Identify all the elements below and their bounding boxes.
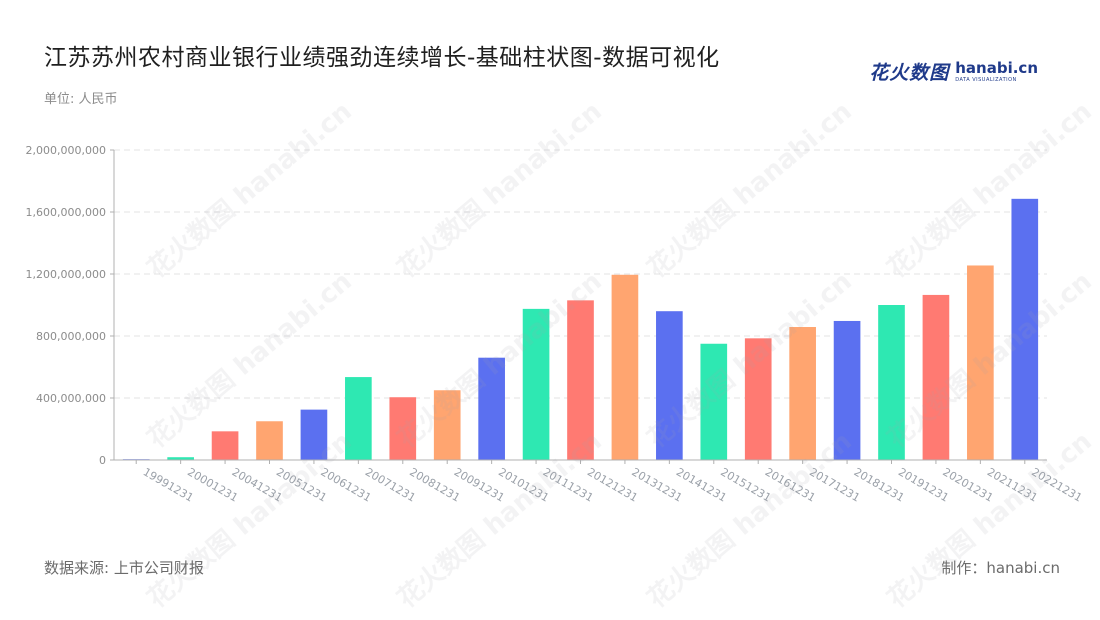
x-tick-label: 20221231 — [1029, 465, 1084, 504]
bar — [878, 305, 905, 460]
bar — [522, 308, 550, 460]
bar — [789, 327, 816, 460]
chart-title: 江苏苏州农村商业银行业绩强劲连续增长-基础柱状图-数据可视化 — [44, 45, 720, 71]
y-tick-label: 1,600,000,000 — [26, 206, 106, 219]
unit-label: 单位: 人民币 — [44, 92, 118, 107]
bar — [967, 265, 994, 460]
y-tick-label: 800,000,000 — [36, 330, 106, 343]
bar — [611, 274, 639, 460]
bar — [167, 457, 194, 460]
bar — [744, 338, 772, 460]
bar — [345, 377, 372, 460]
bar — [656, 311, 683, 460]
bar — [478, 357, 505, 460]
bar — [256, 421, 283, 460]
logo-cn-text: 花火数图 — [869, 62, 950, 84]
bar — [922, 294, 950, 460]
logo-sub-text: DATA VISUALIZATION — [955, 76, 1017, 83]
bar — [300, 409, 328, 460]
bar — [433, 390, 461, 460]
data-source: 数据来源: 上市公司财报 — [44, 559, 204, 577]
bar — [567, 300, 594, 460]
bar — [389, 397, 417, 460]
brand-logo: 花火数图 hanabi.cn DATA VISUALIZATION — [869, 58, 1038, 85]
y-tick-label: 400,000,000 — [36, 392, 106, 405]
bar — [833, 320, 861, 460]
logo-en-text: hanabi.cn — [955, 58, 1038, 77]
y-tick-label: 0 — [99, 454, 106, 467]
maker-credit: 制作：hanabi.cn — [941, 559, 1060, 577]
bar — [1011, 198, 1039, 460]
y-tick-label: 2,000,000,000 — [26, 144, 106, 157]
y-tick-label: 1,200,000,000 — [26, 268, 106, 281]
bar — [211, 431, 239, 460]
bar — [700, 343, 728, 460]
